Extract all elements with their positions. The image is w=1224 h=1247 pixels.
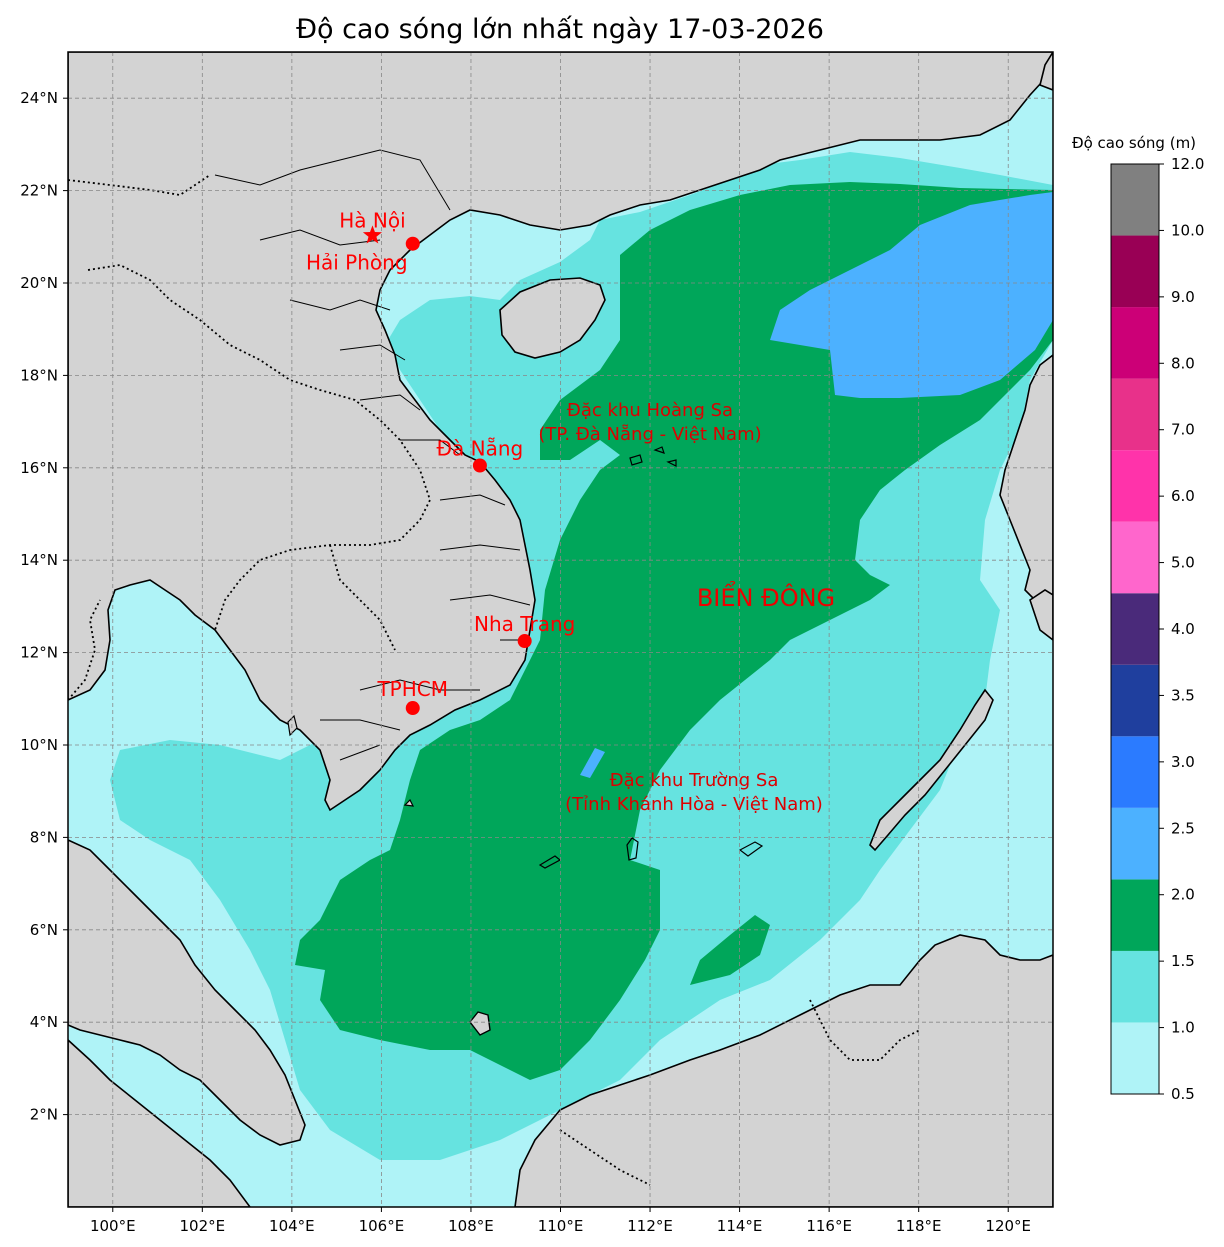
colorbar-swatch — [1111, 235, 1159, 308]
land-taiwan — [1039, 52, 1053, 91]
land-spratly-reef-2 — [626, 837, 639, 861]
city-0-star-icon — [362, 225, 382, 244]
lon-tick-label: 120°E — [985, 1217, 1031, 1235]
region-labels: Đặc khu Hoàng Sa (TP. Đà Nẵng - Việt Nam… — [538, 400, 835, 815]
lon-tick-label: 104°E — [269, 1217, 315, 1235]
latitude-ticks: 2°N 4°N 6°N 8°N 10°N 12°N 14°N 16°N 18°N 20°N 22°N… — [20, 89, 68, 1124]
lat-tick-label: 24°N — [20, 89, 58, 107]
lon-tick-label: 106°E — [359, 1217, 405, 1235]
colorbar-swatch — [1111, 664, 1159, 737]
map-title: Độ cao sóng lớn nhất ngày 17-03-2026 — [296, 14, 824, 45]
province-lines — [214, 149, 531, 761]
lat-tick-label: 16°N — [20, 459, 58, 477]
lon-tick-label: 112°E — [627, 1217, 673, 1235]
lon-tick-label: 118°E — [896, 1217, 942, 1235]
colorbar-swatch — [1111, 593, 1159, 665]
lon-tick-label: 108°E — [448, 1217, 494, 1235]
colorbar-label: Độ cao sóng (m) — [1072, 134, 1196, 152]
land-sumatra — [68, 1038, 251, 1207]
colorbar-tick-label: 9.0 — [1171, 288, 1195, 306]
land-mainland — [68, 52, 1053, 812]
colorbar-tick-label: 6.0 — [1171, 487, 1195, 505]
wave-zone-green-patch — [690, 915, 770, 985]
colorbar-tick-label: 5.0 — [1171, 554, 1195, 572]
land-mindoro — [1029, 589, 1053, 642]
colorbar-swatch — [1111, 450, 1159, 522]
colorbar-tick-label: 4.0 — [1171, 620, 1195, 638]
city-0-label: Hà Nội — [339, 208, 405, 232]
colorbar-swatch — [1111, 950, 1159, 1023]
hoang-sa-label-line1: Đặc khu Hoàng Sa — [567, 400, 733, 421]
lon-tick-label: 100°E — [90, 1217, 136, 1235]
colorbar-tick-label: 10.0 — [1171, 221, 1204, 239]
colorbar-swatch — [1111, 879, 1159, 951]
colorbar-tick-label: 0.5 — [1171, 1085, 1195, 1103]
colorbar-tick-label: 1.0 — [1171, 1019, 1195, 1037]
lat-tick-label: 6°N — [30, 921, 58, 939]
lat-tick-label: 4°N — [30, 1013, 58, 1031]
colorbar: Độ cao sóng (m) 0.5 1.0 1.5 2.0 2.5 3.0 3.5 4.0… — [1072, 134, 1204, 1103]
city-markers: Hà Nội Hải Phòng Đà Nẵng Nha Trang TPHCM — [306, 208, 575, 716]
colorbar-swatch — [1111, 307, 1159, 379]
city-4-label: TPHCM — [376, 677, 448, 701]
colorbar-tick-label: 3.0 — [1171, 753, 1195, 771]
colorbar-swatch — [1111, 378, 1159, 451]
lon-tick-label: 110°E — [538, 1217, 584, 1235]
land-spratly-reef-1 — [538, 855, 562, 869]
colorbar-swatch — [1111, 807, 1159, 880]
colorbar-swatches — [1111, 164, 1159, 1094]
city-1-label: Hải Phòng — [306, 251, 408, 275]
colorbar-tick-label: 7.0 — [1171, 421, 1195, 439]
colorbar-ticks: 0.5 1.0 1.5 2.0 2.5 3.0 3.5 4.0 5.0 6.0 7.0 8.0 9.0 1… — [1159, 155, 1204, 1103]
land-paracel-reefs — [629, 446, 677, 467]
colorbar-swatch — [1111, 736, 1159, 808]
lat-tick-label: 14°N — [20, 551, 58, 569]
colorbar-swatch — [1111, 521, 1159, 594]
hoang-sa-label-line2: (TP. Đà Nẵng - Việt Nam) — [538, 424, 761, 445]
lat-tick-label: 20°N — [20, 274, 58, 292]
longitude-ticks: 100°E 102°E 104°E 106°E 108°E 110°E 112°E 114°E… — [90, 1207, 1031, 1235]
city-1-dot-icon — [405, 236, 420, 251]
lon-tick-label: 116°E — [806, 1217, 852, 1235]
city-2-label: Đà Nẵng — [437, 436, 524, 460]
colorbar-swatch — [1111, 164, 1159, 236]
truong-sa-label-line1: Đặc khu Trường Sa — [610, 770, 779, 791]
city-3-dot-icon — [517, 634, 532, 649]
lat-tick-label: 8°N — [30, 828, 58, 846]
colorbar-tick-label: 12.0 — [1171, 155, 1204, 173]
city-3-label: Nha Trang — [474, 612, 575, 636]
land-con-dao — [403, 798, 415, 807]
colorbar-tick-label: 8.0 — [1171, 354, 1195, 372]
lat-tick-label: 12°N — [20, 644, 58, 662]
land-spratly-reef-3 — [738, 841, 764, 857]
land-hainan — [499, 277, 606, 359]
bien-dong-label: BIỂN ĐÔNG — [697, 580, 835, 612]
lon-tick-label: 102°E — [180, 1217, 226, 1235]
truong-sa-label-line2: (Tỉnh Khánh Hòa - Việt Nam) — [565, 794, 823, 815]
colorbar-tick-label: 2.0 — [1171, 886, 1195, 904]
land-palawan — [869, 688, 994, 852]
colorbar-tick-label: 3.5 — [1171, 686, 1195, 704]
lat-tick-label: 2°N — [30, 1106, 58, 1124]
wave-zone-1-5-2-0 — [295, 182, 1053, 1080]
city-2-dot-icon — [472, 458, 487, 473]
colorbar-swatch — [1111, 1022, 1159, 1094]
city-4-dot-icon — [405, 701, 420, 716]
colorbar-tick-label: 1.5 — [1171, 952, 1195, 970]
lat-tick-label: 18°N — [20, 366, 58, 384]
lat-tick-label: 22°N — [20, 182, 58, 200]
lat-tick-label: 10°N — [20, 736, 58, 754]
colorbar-tick-label: 2.5 — [1171, 819, 1195, 837]
lon-tick-label: 114°E — [717, 1217, 763, 1235]
wave-zone-blue-patch — [580, 748, 605, 778]
land-malay-peninsula — [68, 839, 306, 1146]
gridlines — [68, 52, 1053, 1207]
wave-zone-2-0-2-5 — [770, 192, 1053, 398]
map-area — [68, 52, 1053, 1207]
